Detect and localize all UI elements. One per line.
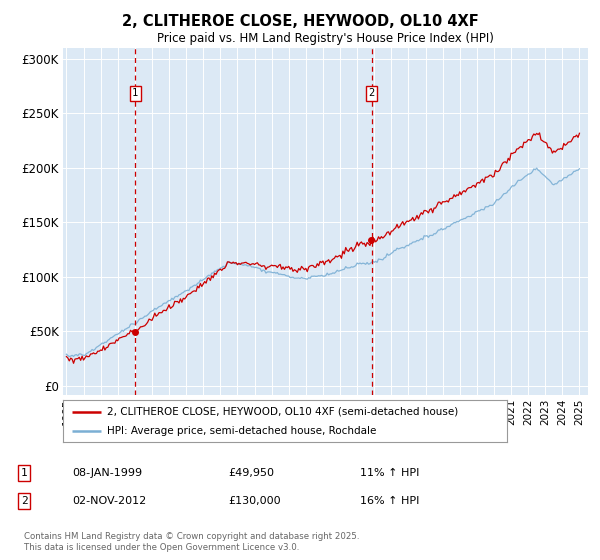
Text: 2, CLITHEROE CLOSE, HEYWOOD, OL10 4XF: 2, CLITHEROE CLOSE, HEYWOOD, OL10 4XF	[122, 14, 478, 29]
Text: Contains HM Land Registry data © Crown copyright and database right 2025.
This d: Contains HM Land Registry data © Crown c…	[24, 532, 359, 552]
Text: 2: 2	[20, 496, 28, 506]
Text: 2, CLITHEROE CLOSE, HEYWOOD, OL10 4XF (semi-detached house): 2, CLITHEROE CLOSE, HEYWOOD, OL10 4XF (s…	[107, 407, 458, 417]
Text: 11% ↑ HPI: 11% ↑ HPI	[360, 468, 419, 478]
Text: 1: 1	[132, 88, 138, 99]
Title: Price paid vs. HM Land Registry's House Price Index (HPI): Price paid vs. HM Land Registry's House …	[157, 32, 494, 45]
Text: 1: 1	[20, 468, 28, 478]
Text: £49,950: £49,950	[228, 468, 274, 478]
Text: 16% ↑ HPI: 16% ↑ HPI	[360, 496, 419, 506]
Text: 08-JAN-1999: 08-JAN-1999	[72, 468, 142, 478]
Text: HPI: Average price, semi-detached house, Rochdale: HPI: Average price, semi-detached house,…	[107, 426, 377, 436]
Text: 2: 2	[368, 88, 374, 99]
Text: £130,000: £130,000	[228, 496, 281, 506]
Text: 02-NOV-2012: 02-NOV-2012	[72, 496, 146, 506]
